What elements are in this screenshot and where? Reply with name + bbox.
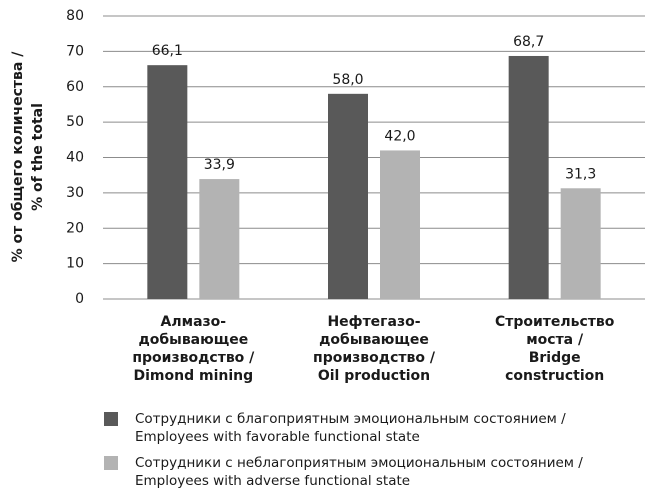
value-label: 33,9 <box>204 157 235 173</box>
value-label: 31,3 <box>565 166 596 182</box>
text-line: % of the total <box>30 103 46 211</box>
text-line: Строительство <box>495 314 615 330</box>
text-line: производство / <box>313 350 436 366</box>
x-tick-label: Нефтегазо-добывающее производство / Oil pr… <box>313 314 436 384</box>
bar <box>380 150 420 299</box>
legend-swatch <box>104 456 118 470</box>
y-tick-label: 30 <box>66 185 84 201</box>
text-line: Нефтегазо- <box>327 314 420 330</box>
text-line: Dimond mining <box>134 368 254 384</box>
text-line: Bridge <box>529 350 581 366</box>
bar <box>560 188 601 299</box>
y-axis-label: % от общего количества /% of the total <box>10 51 46 263</box>
text-line: construction <box>505 368 604 384</box>
y-tick-label: 70 <box>66 43 84 59</box>
value-label: 68,7 <box>513 34 544 50</box>
value-label: 58,0 <box>332 72 363 88</box>
y-tick-label: 10 <box>66 256 84 272</box>
text-line: добывающее <box>319 332 429 348</box>
y-tick-label: 50 <box>66 114 84 130</box>
x-tick-label: Алмазо-добывающее производство / Dimond mi… <box>132 314 255 384</box>
y-tick-label: 60 <box>66 79 84 95</box>
y-tick-label: 40 <box>66 150 84 166</box>
text-line: производство / <box>132 350 255 366</box>
legend-swatch <box>104 412 118 426</box>
x-tick-label: Строительство моста / Bridge construction <box>495 314 615 384</box>
text-line: Oil production <box>318 368 430 384</box>
bar <box>328 93 368 299</box>
value-label: 66,1 <box>152 43 183 59</box>
value-label: 42,0 <box>384 128 415 144</box>
y-tick-label: 80 <box>66 8 84 24</box>
text-line: моста / <box>526 332 584 348</box>
text-line: Сотрудники с благоприятным эмоциональным… <box>135 411 566 427</box>
legend-label: Сотрудники с благоприятным эмоциональным… <box>135 411 566 445</box>
y-tick-label: 0 <box>75 291 84 307</box>
text-line: Employees with adverse functional state <box>135 473 410 489</box>
legend-label: Сотрудники с неблагоприятным эмоциональн… <box>135 455 583 489</box>
text-line: % от общего количества / <box>10 51 26 263</box>
text-line: добывающее <box>138 332 248 348</box>
bar <box>508 55 549 299</box>
text-line: Employees with favorable functional stat… <box>135 429 420 445</box>
bar <box>147 65 188 299</box>
y-tick-label: 20 <box>66 220 84 236</box>
bar <box>199 179 240 299</box>
text-line: Сотрудники с неблагоприятным эмоциональн… <box>135 455 583 471</box>
text-line: Алмазо- <box>161 314 227 330</box>
